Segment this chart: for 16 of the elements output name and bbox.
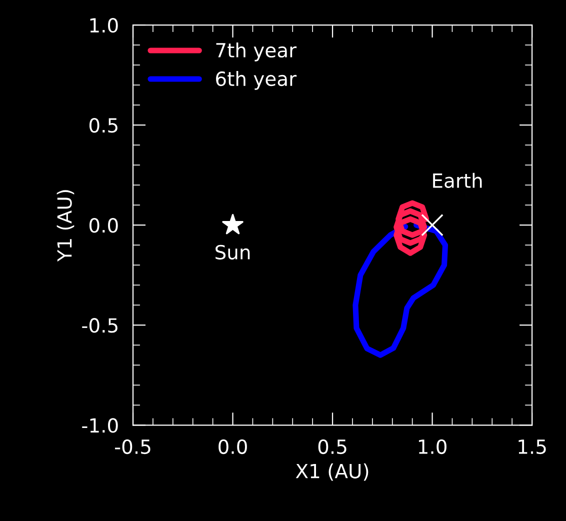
- x-tick-label: -0.5: [114, 439, 150, 454]
- x-tick-label: 1.5: [518, 440, 546, 454]
- y-tick-label: 0.5: [89, 118, 118, 133]
- annotation: Sun: [216, 244, 250, 260]
- legend-label: 7th year: [216, 42, 297, 62]
- y-tick-label: -1.0: [82, 418, 118, 433]
- y-tick-label: -0.5: [82, 318, 118, 333]
- x-axis-title: X1 (AU): [296, 463, 368, 481]
- x-tick-label: 1.0: [418, 439, 446, 454]
- y-tick-label: 1.0: [90, 18, 118, 33]
- annotation: Earth: [433, 172, 482, 188]
- x-tick-label: 0.5: [318, 439, 346, 454]
- legend-label: 6th year: [216, 71, 297, 90]
- x-tick-label: 0.0: [218, 439, 247, 454]
- y-axis-title: Y1 (AU): [56, 190, 74, 262]
- y-tick-label: 0.0: [89, 218, 118, 233]
